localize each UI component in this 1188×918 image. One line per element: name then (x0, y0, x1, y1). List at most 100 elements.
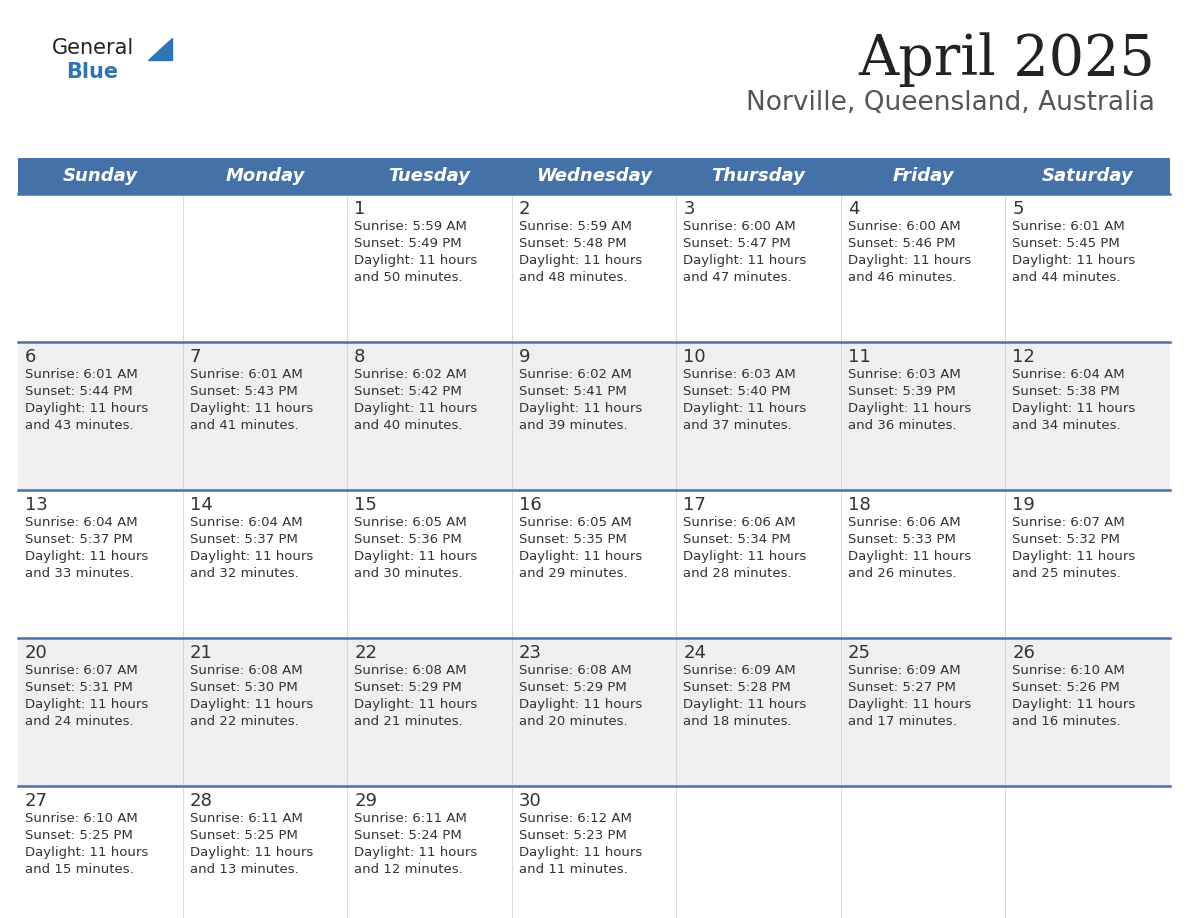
Text: 10: 10 (683, 348, 706, 366)
Text: Daylight: 11 hours: Daylight: 11 hours (1012, 698, 1136, 711)
Text: Daylight: 11 hours: Daylight: 11 hours (848, 698, 971, 711)
Text: Sunset: 5:27 PM: Sunset: 5:27 PM (848, 681, 955, 694)
Text: and 24 minutes.: and 24 minutes. (25, 715, 133, 728)
Text: and 11 minutes.: and 11 minutes. (519, 863, 627, 876)
Text: Sunrise: 6:05 AM: Sunrise: 6:05 AM (519, 516, 632, 529)
Text: and 17 minutes.: and 17 minutes. (848, 715, 956, 728)
Text: Sunset: 5:42 PM: Sunset: 5:42 PM (354, 385, 462, 398)
Text: Sunset: 5:29 PM: Sunset: 5:29 PM (354, 681, 462, 694)
Text: Sunrise: 5:59 AM: Sunrise: 5:59 AM (354, 220, 467, 233)
Text: Thursday: Thursday (712, 167, 805, 185)
Text: Daylight: 11 hours: Daylight: 11 hours (1012, 402, 1136, 415)
Text: and 46 minutes.: and 46 minutes. (848, 271, 956, 284)
Text: Sunrise: 6:02 AM: Sunrise: 6:02 AM (354, 368, 467, 381)
Text: 30: 30 (519, 792, 542, 810)
Text: 3: 3 (683, 200, 695, 218)
Text: Sunrise: 6:10 AM: Sunrise: 6:10 AM (1012, 664, 1125, 677)
Text: Daylight: 11 hours: Daylight: 11 hours (190, 550, 312, 563)
Text: and 26 minutes.: and 26 minutes. (848, 567, 956, 580)
Text: Sunrise: 6:09 AM: Sunrise: 6:09 AM (683, 664, 796, 677)
Text: and 18 minutes.: and 18 minutes. (683, 715, 792, 728)
Text: Sunrise: 6:04 AM: Sunrise: 6:04 AM (1012, 368, 1125, 381)
Text: Sunrise: 6:01 AM: Sunrise: 6:01 AM (190, 368, 302, 381)
Text: 14: 14 (190, 496, 213, 514)
Text: Sunset: 5:34 PM: Sunset: 5:34 PM (683, 533, 791, 546)
Text: Daylight: 11 hours: Daylight: 11 hours (354, 698, 478, 711)
Text: and 37 minutes.: and 37 minutes. (683, 419, 792, 432)
Text: Daylight: 11 hours: Daylight: 11 hours (25, 550, 148, 563)
Text: 11: 11 (848, 348, 871, 366)
Text: Sunset: 5:23 PM: Sunset: 5:23 PM (519, 829, 626, 842)
Text: Daylight: 11 hours: Daylight: 11 hours (1012, 254, 1136, 267)
Text: Daylight: 11 hours: Daylight: 11 hours (1012, 550, 1136, 563)
Text: Sunrise: 6:03 AM: Sunrise: 6:03 AM (848, 368, 961, 381)
Text: 29: 29 (354, 792, 377, 810)
Text: Daylight: 11 hours: Daylight: 11 hours (354, 254, 478, 267)
Text: Daylight: 11 hours: Daylight: 11 hours (519, 698, 642, 711)
Text: Sunrise: 6:12 AM: Sunrise: 6:12 AM (519, 812, 632, 825)
Text: Sunset: 5:32 PM: Sunset: 5:32 PM (1012, 533, 1120, 546)
Text: Sunset: 5:31 PM: Sunset: 5:31 PM (25, 681, 133, 694)
Text: Daylight: 11 hours: Daylight: 11 hours (848, 550, 971, 563)
Text: Daylight: 11 hours: Daylight: 11 hours (848, 254, 971, 267)
Text: Sunset: 5:24 PM: Sunset: 5:24 PM (354, 829, 462, 842)
Text: 21: 21 (190, 644, 213, 662)
Text: 26: 26 (1012, 644, 1035, 662)
Text: 7: 7 (190, 348, 201, 366)
Text: Sunrise: 6:11 AM: Sunrise: 6:11 AM (190, 812, 303, 825)
Text: Daylight: 11 hours: Daylight: 11 hours (519, 846, 642, 859)
Text: Tuesday: Tuesday (388, 167, 470, 185)
Text: 19: 19 (1012, 496, 1035, 514)
Text: and 36 minutes.: and 36 minutes. (848, 419, 956, 432)
Text: and 50 minutes.: and 50 minutes. (354, 271, 463, 284)
Bar (18, 342, 1170, 490)
Text: Daylight: 11 hours: Daylight: 11 hours (190, 846, 312, 859)
Text: Sunset: 5:39 PM: Sunset: 5:39 PM (848, 385, 955, 398)
Text: 8: 8 (354, 348, 366, 366)
Text: and 30 minutes.: and 30 minutes. (354, 567, 463, 580)
Text: and 40 minutes.: and 40 minutes. (354, 419, 462, 432)
Text: Daylight: 11 hours: Daylight: 11 hours (519, 254, 642, 267)
Text: Sunday: Sunday (63, 167, 138, 185)
Text: and 47 minutes.: and 47 minutes. (683, 271, 792, 284)
Text: Sunset: 5:30 PM: Sunset: 5:30 PM (190, 681, 297, 694)
Text: and 41 minutes.: and 41 minutes. (190, 419, 298, 432)
Text: Sunrise: 6:07 AM: Sunrise: 6:07 AM (1012, 516, 1125, 529)
Text: Sunset: 5:47 PM: Sunset: 5:47 PM (683, 237, 791, 250)
Text: Sunset: 5:40 PM: Sunset: 5:40 PM (683, 385, 791, 398)
Text: Sunset: 5:25 PM: Sunset: 5:25 PM (190, 829, 297, 842)
Text: Daylight: 11 hours: Daylight: 11 hours (683, 254, 807, 267)
Text: and 33 minutes.: and 33 minutes. (25, 567, 134, 580)
Bar (18, 786, 1170, 918)
Text: Sunrise: 6:05 AM: Sunrise: 6:05 AM (354, 516, 467, 529)
Text: Sunrise: 6:02 AM: Sunrise: 6:02 AM (519, 368, 632, 381)
Text: 2: 2 (519, 200, 530, 218)
Text: Sunset: 5:37 PM: Sunset: 5:37 PM (190, 533, 297, 546)
Text: 28: 28 (190, 792, 213, 810)
Bar (18, 490, 1170, 638)
Text: Sunset: 5:35 PM: Sunset: 5:35 PM (519, 533, 626, 546)
Text: Sunrise: 6:04 AM: Sunrise: 6:04 AM (25, 516, 138, 529)
Text: and 21 minutes.: and 21 minutes. (354, 715, 463, 728)
Text: and 39 minutes.: and 39 minutes. (519, 419, 627, 432)
Text: Sunset: 5:49 PM: Sunset: 5:49 PM (354, 237, 462, 250)
Text: 24: 24 (683, 644, 707, 662)
Text: Daylight: 11 hours: Daylight: 11 hours (354, 846, 478, 859)
Text: Sunset: 5:29 PM: Sunset: 5:29 PM (519, 681, 626, 694)
Text: Sunrise: 6:07 AM: Sunrise: 6:07 AM (25, 664, 138, 677)
Polygon shape (148, 38, 172, 60)
Text: Sunset: 5:26 PM: Sunset: 5:26 PM (1012, 681, 1120, 694)
Text: 9: 9 (519, 348, 530, 366)
Text: Sunset: 5:28 PM: Sunset: 5:28 PM (683, 681, 791, 694)
Text: Blue: Blue (67, 62, 118, 82)
Text: Sunrise: 5:59 AM: Sunrise: 5:59 AM (519, 220, 632, 233)
Text: Daylight: 11 hours: Daylight: 11 hours (25, 402, 148, 415)
Text: 6: 6 (25, 348, 37, 366)
Text: Sunset: 5:33 PM: Sunset: 5:33 PM (848, 533, 955, 546)
Text: Sunrise: 6:06 AM: Sunrise: 6:06 AM (848, 516, 960, 529)
Text: Daylight: 11 hours: Daylight: 11 hours (25, 698, 148, 711)
Text: Sunrise: 6:11 AM: Sunrise: 6:11 AM (354, 812, 467, 825)
Text: Wednesday: Wednesday (536, 167, 652, 185)
Bar (18, 638, 1170, 786)
Text: and 22 minutes.: and 22 minutes. (190, 715, 298, 728)
